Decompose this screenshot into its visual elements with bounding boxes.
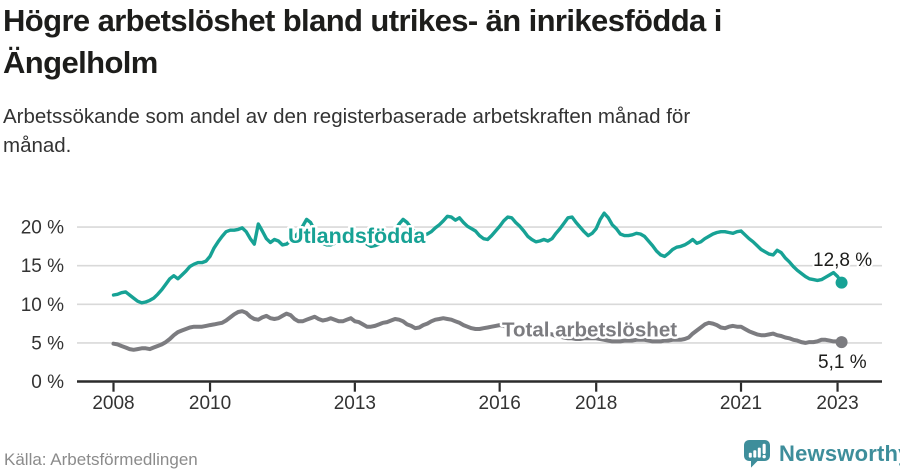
source-note: Källa: Arbetsförmedlingen: [4, 450, 198, 469]
utlandsfodda-end-dot: [835, 276, 848, 289]
x-axis-label-2018: 2018: [575, 393, 617, 414]
newsworthy-logo: Newsworthy: [743, 439, 900, 469]
newsworthy-bubble-chart-icon: [744, 440, 770, 468]
y-axis-label-10: 10 %: [21, 295, 64, 316]
x-axis-label-2021: 2021: [720, 393, 762, 414]
x-axis-label-2013: 2013: [334, 393, 376, 414]
chart-title: Högre arbetslöshet bland utrikes- än inr…: [3, 3, 722, 80]
total-arbetsloshet-end-dot: [835, 336, 848, 349]
total-arbetsloshet-series-label: Total arbetslöshet: [502, 319, 677, 342]
x-axis-label-2023: 2023: [816, 393, 858, 414]
utlandsfodda-series-label: Utlandsfödda: [288, 224, 426, 248]
y-axis-label-0: 0 %: [31, 372, 64, 393]
y-axis-label-20: 20 %: [21, 218, 64, 239]
utlandsfodda-line: [111, 211, 844, 305]
chart-subtitle: Arbetssökande som andel av den registerb…: [3, 105, 691, 157]
y-axis-label-5: 5 %: [31, 333, 64, 354]
x-axis-label-2008: 2008: [92, 393, 134, 414]
y-axis-label-15: 15 %: [21, 256, 64, 277]
x-axis-label-2010: 2010: [189, 393, 231, 414]
x-axis-label-2016: 2016: [479, 393, 521, 414]
utlandsfodda-end-value-label: 12,8 %: [813, 250, 872, 271]
total-arbetsloshet-end-value-label: 5,1 %: [818, 352, 867, 373]
total-arbetsloshet-line: [111, 309, 844, 352]
newsworthy-wordmark: Newsworthy: [779, 441, 900, 466]
